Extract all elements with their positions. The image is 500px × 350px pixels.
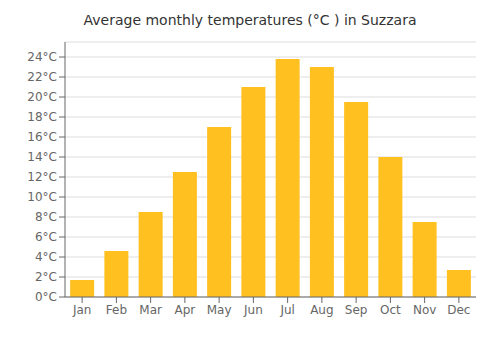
svg-text:16°C: 16°C (27, 130, 57, 144)
svg-text:14°C: 14°C (27, 150, 57, 164)
html-text:Average monthly temperatures (: Average monthly temperatures (°C ) in Su… (83, 12, 417, 28)
svg-text:Mar: Mar (139, 303, 162, 317)
svg-text:10°C: 10°C (27, 190, 57, 204)
svg-text:Apr: Apr (174, 303, 195, 317)
svg-text:20°C: 20°C (27, 90, 57, 104)
svg-text:8°C: 8°C (35, 210, 57, 224)
svg-text:Jan: Jan (72, 303, 92, 317)
svg-text:4°C: 4°C (35, 250, 57, 264)
svg-text:12°C: 12°C (27, 170, 57, 184)
svg-text:0°C: 0°C (35, 290, 57, 304)
svg-text:6°C: 6°C (35, 230, 57, 244)
svg-text:22°C: 22°C (27, 70, 57, 84)
svg-text:24°C: 24°C (27, 50, 57, 64)
svg-text:18°C: 18°C (27, 110, 57, 124)
svg-text:May: May (207, 303, 232, 317)
svg-text:Aug: Aug (310, 303, 333, 317)
svg-text:2°C: 2°C (35, 270, 57, 284)
svg-text:Nov: Nov (413, 303, 436, 317)
svg-text:Jul: Jul (279, 303, 294, 317)
svg-text:Jun: Jun (243, 303, 263, 317)
svg-text:Dec: Dec (447, 303, 470, 317)
svg-text:Sep: Sep (345, 303, 368, 317)
svg-text:Oct: Oct (380, 303, 401, 317)
svg-text:Feb: Feb (106, 303, 127, 317)
